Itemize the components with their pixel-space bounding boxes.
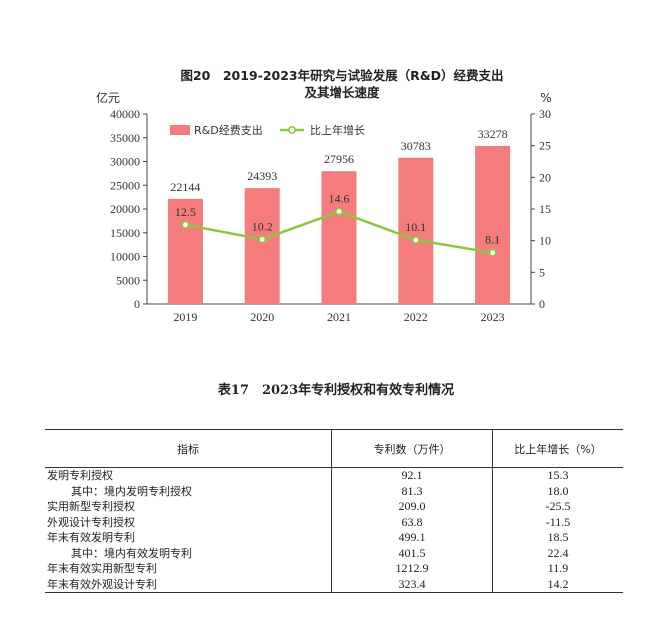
bar-value-label: 22144: [170, 180, 200, 194]
row-label: 其中：境内有效发明专利: [71, 546, 192, 560]
table-row: 发明专利授权 92.1 15.3: [45, 467, 623, 484]
growth-value-label: 8.1: [485, 233, 500, 247]
bar-value-label: 24393: [247, 169, 277, 183]
row-label: 年末有效发明专利: [47, 531, 135, 545]
growth-value-label: 10.2: [252, 219, 273, 233]
table-row: 实用新型专利授权 209.0 -25.5: [45, 499, 623, 515]
chart-title-line1: 图20 2019-2023年研究与试验发展（R&D）经费支出: [180, 68, 503, 83]
bar-value-label: 30783: [401, 139, 431, 153]
bar: [398, 157, 434, 304]
bar-value-label: 33278: [478, 127, 508, 141]
y-tick-label: 20000: [110, 202, 140, 216]
growth-value-label: 14.6: [329, 192, 350, 206]
table-row: 外观设计专利授权 63.8 -11.5: [45, 514, 623, 530]
legend-label-line: 比上年增长: [310, 123, 365, 137]
legend-swatch-bar: [170, 125, 190, 135]
bar: [475, 145, 511, 304]
patent-table: 指标 专利数（万件） 比上年增长（%） 发明专利授权 92.1 15.3 其中：…: [45, 429, 623, 593]
plot-area: 0 5000 10000 15000 20000 25000 30000 35000 40000…: [110, 107, 551, 324]
y-tick-label: 30000: [110, 155, 140, 169]
row-growth: 22.4: [492, 545, 623, 561]
growth-value-label: 10.1: [405, 220, 426, 234]
row-growth: -25.5: [492, 499, 623, 515]
growth-point: [334, 207, 343, 216]
row-growth: 14.2: [492, 576, 623, 593]
growth-point: [181, 220, 190, 229]
y-tick-label: 0: [134, 297, 140, 311]
rd-expenditure-chart: 图20 2019-2023年研究与试验发展（R&D）经费支出 及其增长速度 亿元…: [96, 68, 552, 324]
row-growth: -11.5: [492, 514, 623, 530]
row-label: 发明专利授权: [47, 469, 113, 483]
row-growth: 15.3: [492, 467, 623, 484]
chart-title-line2: 及其增长速度: [304, 85, 380, 100]
y2-tick-label: 0: [539, 297, 545, 311]
row-value: 323.4: [331, 576, 493, 593]
header-count: 专利数（万件）: [331, 429, 493, 468]
x-tick-label: 2023: [481, 310, 505, 324]
row-growth: 18.5: [492, 530, 623, 546]
legend-label-bar: R&D经费支出: [194, 123, 263, 137]
growth-point: [258, 235, 267, 244]
y-tick-label: 15000: [110, 226, 140, 240]
table-header-row: 指标 专利数（万件） 比上年增长（%）: [45, 429, 623, 468]
bar: [321, 171, 357, 304]
y2-tick-label: 5: [539, 265, 545, 279]
table-row: 年末有效外观设计专利 323.4 14.2: [45, 576, 623, 593]
left-axis-unit: 亿元: [96, 90, 120, 105]
header-growth: 比上年增长（%）: [492, 429, 623, 468]
legend-swatch-marker: [287, 126, 296, 135]
y2-tick-label: 15: [539, 202, 551, 216]
row-value: 92.1: [331, 467, 493, 484]
y2-tick-label: 30: [539, 107, 551, 121]
y-tick-label: 5000: [116, 273, 140, 287]
row-label: 外观设计专利授权: [47, 515, 135, 529]
y2-tick-label: 25: [539, 139, 551, 153]
row-value: 499.1: [331, 530, 493, 546]
row-label: 年末有效外观设计专利: [45, 576, 332, 593]
y-tick-label: 10000: [110, 250, 140, 264]
table-row: 其中：境内发明专利授权 81.3 18.0: [45, 483, 623, 499]
growth-value-label: 12.5: [175, 205, 196, 219]
x-tick-label: 2019: [173, 310, 197, 324]
y2-tick-label: 20: [539, 170, 551, 184]
row-value: 63.8: [331, 514, 493, 530]
row-label: 其中：境内发明专利授权: [71, 484, 192, 498]
bar: [167, 198, 203, 304]
header-indicator: 指标: [45, 429, 332, 468]
row-value: 81.3: [331, 483, 493, 499]
x-tick-label: 2022: [404, 310, 428, 324]
y-tick-label: 40000: [110, 107, 140, 121]
table-title: 表17 2023年专利授权和有效专利情况: [217, 383, 455, 398]
y-tick-label: 35000: [110, 131, 140, 145]
growth-point: [488, 248, 497, 257]
row-growth: 18.0: [492, 483, 623, 499]
table-row: 年末有效实用新型专利 1212.9 11.9: [45, 561, 623, 577]
row-value: 401.5: [331, 545, 493, 561]
x-tick-label: 2021: [327, 310, 351, 324]
bar: [244, 188, 280, 304]
right-axis-unit: %: [540, 91, 551, 105]
row-label: 实用新型专利授权: [47, 500, 135, 514]
bar-value-label: 27956: [324, 152, 354, 166]
row-growth: 11.9: [492, 561, 623, 577]
row-value: 209.0: [331, 499, 493, 515]
row-value: 1212.9: [331, 561, 493, 577]
x-tick-label: 2020: [250, 310, 274, 324]
table-row: 年末有效发明专利 499.1 18.5: [45, 530, 623, 546]
table-row: 其中：境内有效发明专利 401.5 22.4: [45, 545, 623, 561]
y-tick-label: 25000: [110, 178, 140, 192]
row-label: 年末有效实用新型专利: [47, 562, 157, 576]
y2-tick-label: 10: [539, 234, 551, 248]
growth-point: [411, 236, 420, 245]
